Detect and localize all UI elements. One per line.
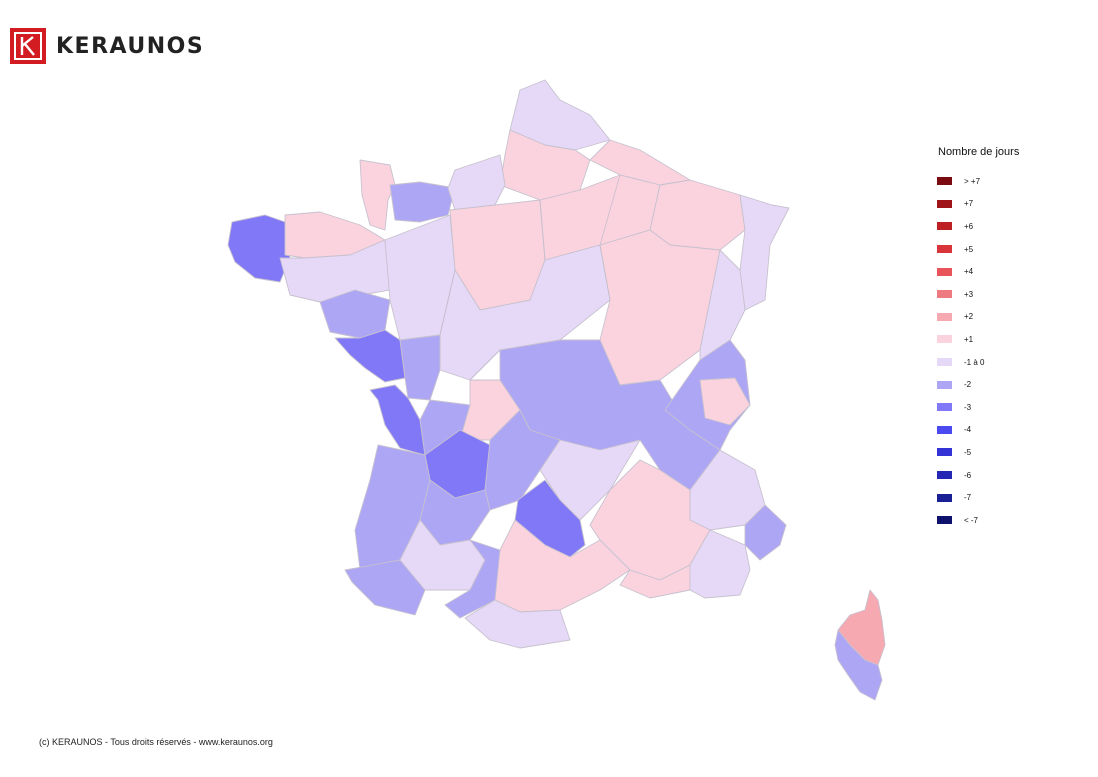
legend-item: +1 — [936, 328, 1019, 351]
legend-swatch — [937, 380, 952, 389]
legend-label: < -7 — [964, 515, 979, 525]
legend-swatch — [937, 516, 952, 525]
legend-label: -4 — [964, 425, 972, 435]
legend-item: -7 — [936, 486, 1019, 509]
legend-item: < -7 — [936, 509, 1019, 532]
legend-swatch — [937, 425, 952, 434]
brand-name: KERAUNOS — [56, 33, 205, 59]
keraunos-k-logo-icon — [10, 28, 46, 64]
region-calvados — [389, 181, 456, 223]
region-corse-du-sud — [834, 629, 883, 701]
legend-label: +6 — [964, 221, 974, 231]
legend-swatch — [937, 312, 952, 321]
legend-swatch — [937, 267, 952, 276]
region-vendee — [334, 329, 406, 383]
legend-swatch — [937, 177, 952, 186]
legend-label: +3 — [964, 289, 974, 299]
region-lozere — [539, 439, 641, 521]
brand-logo: KERAUNOS — [10, 28, 204, 64]
legend-swatch — [937, 493, 952, 502]
legend-item: +4 — [936, 260, 1019, 283]
department-borders — [439, 174, 621, 381]
legend-label: -7 — [964, 493, 972, 503]
legend-swatch — [937, 403, 952, 412]
legend-label: -2 — [964, 380, 972, 390]
legend-item: +7 — [936, 193, 1019, 216]
legend-swatch — [937, 245, 952, 254]
legend-item: > +7 — [936, 170, 1019, 193]
legend-items: > +7 +7 +6 +5 +4 +3 +2 +1 -1 à 0 -2 -3 -4 -5 -6 -7 < -7 — [936, 170, 1019, 532]
region-bouches-du-rhone-var — [689, 529, 751, 599]
legend-item: -5 — [936, 441, 1019, 464]
legend-item: +6 — [936, 215, 1019, 238]
legend-label: -3 — [964, 402, 972, 412]
region-deux-sevres — [399, 334, 441, 401]
legend-swatch — [937, 222, 952, 231]
region-normandy-cotentin — [359, 159, 396, 231]
legend-label: +7 — [964, 199, 974, 209]
region-pyrenees-orientales — [464, 599, 571, 649]
legend-label: -1 à 0 — [964, 357, 985, 367]
legend-item: -3 — [936, 396, 1019, 419]
legend-swatch — [937, 358, 952, 367]
legend-swatch — [937, 290, 952, 299]
legend-item: +2 — [936, 306, 1019, 329]
region-lorraine — [649, 179, 746, 251]
legend-title: Nombre de jours — [938, 146, 1020, 158]
legend-label: +4 — [964, 267, 974, 277]
region-upper-normandy — [447, 154, 506, 211]
region-haute-savoie — [699, 377, 751, 426]
legend-swatch — [937, 335, 952, 344]
legend-item: -1 à 0 — [936, 351, 1019, 374]
legend-label: +1 — [964, 334, 974, 344]
region-north-east-border — [589, 139, 691, 186]
legend-swatch — [937, 471, 952, 480]
region-finistere — [227, 214, 291, 283]
legend-label: -5 — [964, 447, 972, 457]
legend-label: > +7 — [964, 176, 981, 186]
legend-item: -4 — [936, 419, 1019, 442]
legend-label: -6 — [964, 470, 972, 480]
copyright-footer: (c) KERAUNOS - Tous droits réservés - ww… — [39, 737, 273, 747]
legend-label: +5 — [964, 244, 974, 254]
region-alpes-maritimes — [744, 504, 787, 561]
legend: Nombre de jours > +7 +7 +6 +5 +4 +3 +2 +1 -1 à 0… — [936, 146, 1019, 532]
legend-item: +5 — [936, 238, 1019, 261]
legend-swatch — [937, 199, 952, 208]
legend-item: +3 — [936, 283, 1019, 306]
legend-label: +2 — [964, 312, 974, 322]
region-alsace — [739, 194, 790, 311]
legend-swatch — [937, 448, 952, 457]
legend-item: -2 — [936, 373, 1019, 396]
legend-item: -6 — [936, 464, 1019, 487]
